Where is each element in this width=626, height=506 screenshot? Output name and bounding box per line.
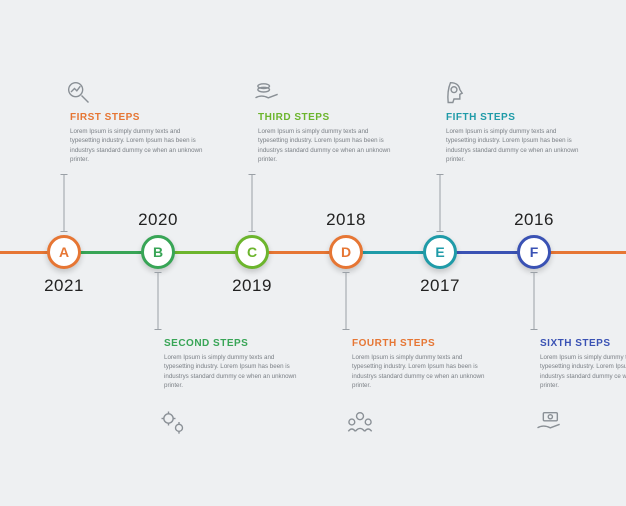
node-letter: A	[59, 244, 69, 260]
step-body: Lorem Ipsum is simply dummy texts and ty…	[540, 353, 626, 390]
node-letter: E	[435, 244, 444, 260]
node-letter: D	[341, 244, 351, 260]
timeline-node: A	[47, 235, 81, 269]
step-body: Lorem Ipsum is simply dummy texts and ty…	[164, 353, 304, 390]
step-text: THIRD STEPS Lorem Ipsum is simply dummy t…	[258, 112, 398, 164]
year-label: 2021	[44, 276, 84, 296]
money-hand-icon	[534, 408, 562, 436]
node-letter: B	[153, 244, 163, 260]
year-label: 2017	[420, 276, 460, 296]
connector-line	[252, 174, 253, 232]
timeline-node: F	[517, 235, 551, 269]
step-body: Lorem Ipsum is simply dummy texts and ty…	[352, 353, 492, 390]
step-text: FIRST STEPS Lorem Ipsum is simply dummy t…	[70, 112, 210, 164]
year-label: 2016	[514, 210, 554, 230]
step-text: SIXTH STEPS Lorem Ipsum is simply dummy t…	[540, 338, 626, 390]
step-title: FOURTH STEPS	[352, 338, 492, 349]
timeline-node: D	[329, 235, 363, 269]
step-text: FOURTH STEPS Lorem Ipsum is simply dummy …	[352, 338, 492, 390]
step-title: FIFTH STEPS	[446, 112, 586, 123]
year-label: 2018	[326, 210, 366, 230]
step-text: FIFTH STEPS Lorem Ipsum is simply dummy t…	[446, 112, 586, 164]
timeline-node: B	[141, 235, 175, 269]
timeline-node: E	[423, 235, 457, 269]
head-gear-icon	[440, 78, 468, 106]
step-title: THIRD STEPS	[258, 112, 398, 123]
step-title: SIXTH STEPS	[540, 338, 626, 349]
connector-line	[346, 272, 347, 330]
team-icon	[346, 408, 374, 436]
step-text: SECOND STEPS Lorem Ipsum is simply dummy …	[164, 338, 304, 390]
step-body: Lorem Ipsum is simply dummy texts and ty…	[446, 127, 586, 164]
analytics-icon	[64, 78, 92, 106]
year-label: 2020	[138, 210, 178, 230]
coins-hand-icon	[252, 78, 280, 106]
step-body: Lorem Ipsum is simply dummy texts and ty…	[70, 127, 210, 164]
timeline-canvas: A 2021 B 2020 C 2019 D 2018 E 2017 F 2016 FIRST STEP…	[0, 0, 626, 506]
gears-icon	[158, 408, 186, 436]
year-label: 2019	[232, 276, 272, 296]
node-letter: F	[530, 244, 539, 260]
connector-line	[64, 174, 65, 232]
step-title: SECOND STEPS	[164, 338, 304, 349]
connector-line	[158, 272, 159, 330]
connector-line	[440, 174, 441, 232]
step-title: FIRST STEPS	[70, 112, 210, 123]
timeline-node: C	[235, 235, 269, 269]
node-letter: C	[247, 244, 257, 260]
step-body: Lorem Ipsum is simply dummy texts and ty…	[258, 127, 398, 164]
connector-line	[534, 272, 535, 330]
